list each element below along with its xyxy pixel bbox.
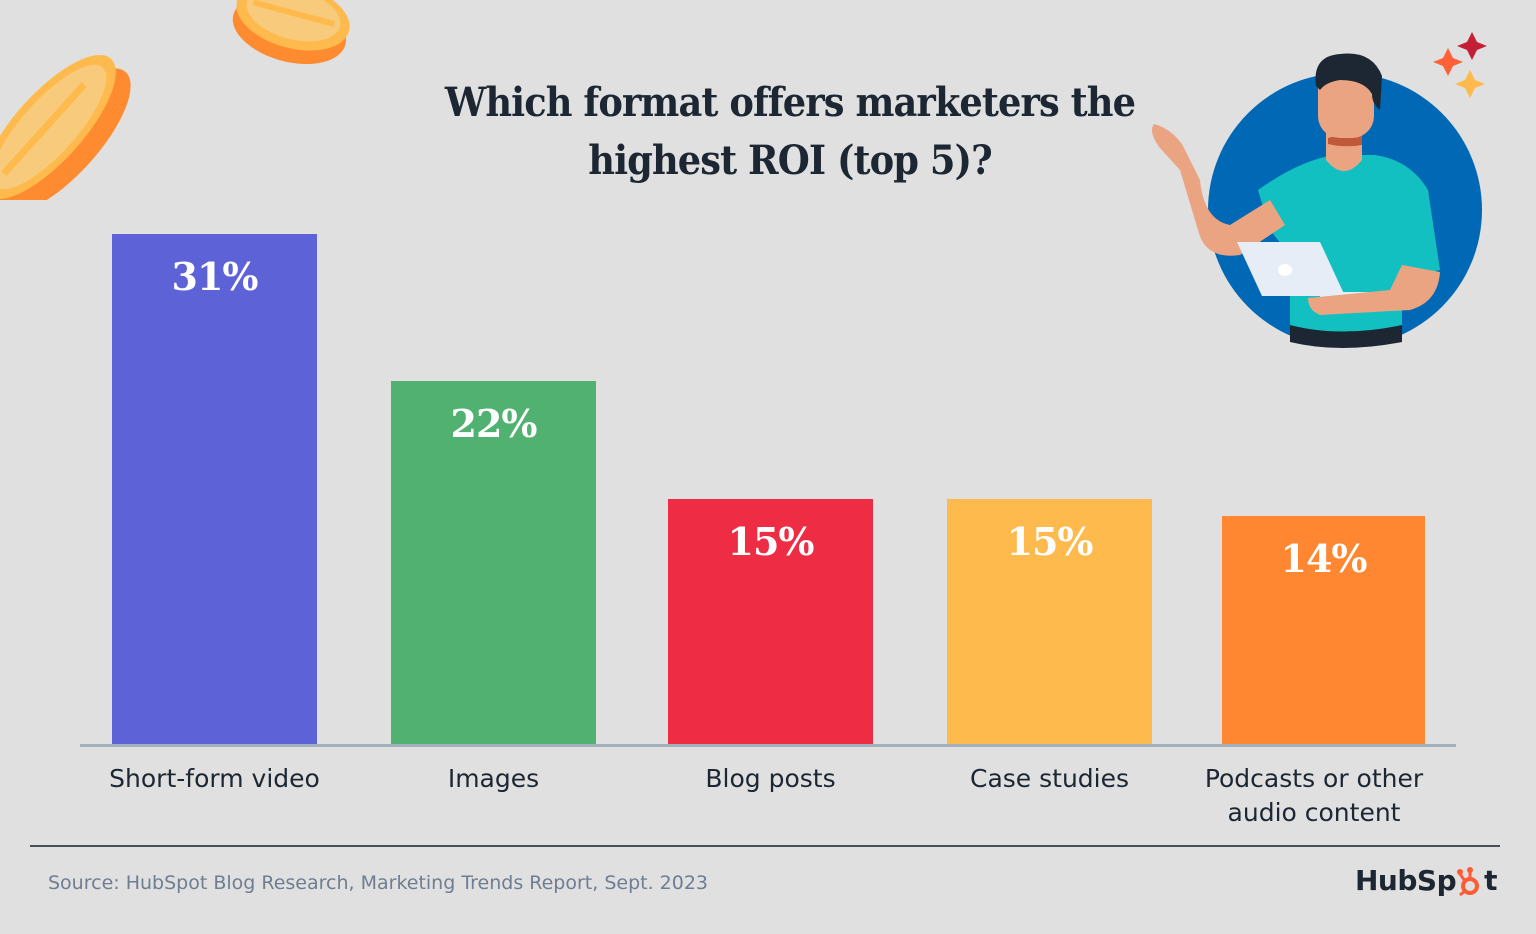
chart-title: Which format offers marketers the highes… [444, 79, 1136, 184]
category-label: Case studies [969, 764, 1130, 793]
person-with-laptop-illustration [1152, 32, 1487, 348]
coin-illustration-left [0, 54, 131, 200]
sparkle-icon [1457, 32, 1487, 60]
bar-value-label: 14% [1280, 536, 1368, 581]
sparkle-icon [1433, 48, 1463, 76]
bar-short-form-video: 31% [112, 234, 317, 745]
category-label: Blog posts [705, 764, 836, 793]
category-label-line: audio content [1227, 798, 1401, 827]
bar-podcasts: 14% [1222, 516, 1425, 745]
bar-value-label: 31% [171, 254, 259, 299]
logo-text: t [1484, 864, 1498, 897]
bar-value-label: 15% [1006, 519, 1094, 564]
source-note: Source: HubSpot Blog Research, Marketing… [48, 872, 709, 894]
logo-text: HubSp [1355, 864, 1457, 897]
bar-value-label: 15% [727, 519, 815, 564]
category-label: Images [447, 764, 540, 793]
category-label: Podcasts or other audio content [1164, 762, 1464, 830]
coin-illustration-top [232, 0, 350, 65]
bar-value-label: 22% [450, 401, 538, 446]
hubspot-logo: HubSp t [1355, 864, 1498, 897]
sprocket-icon [1457, 866, 1480, 896]
sparkle-icon [1455, 70, 1485, 98]
category-label: Short-form video [109, 764, 320, 793]
bar-blog-posts: 15% [668, 499, 873, 745]
category-label-line: Podcasts or other [1204, 764, 1424, 793]
bar-images: 22% [391, 381, 596, 745]
footer-divider [30, 845, 1500, 847]
bar-case-studies: 15% [947, 499, 1152, 745]
x-axis-line [80, 744, 1456, 747]
